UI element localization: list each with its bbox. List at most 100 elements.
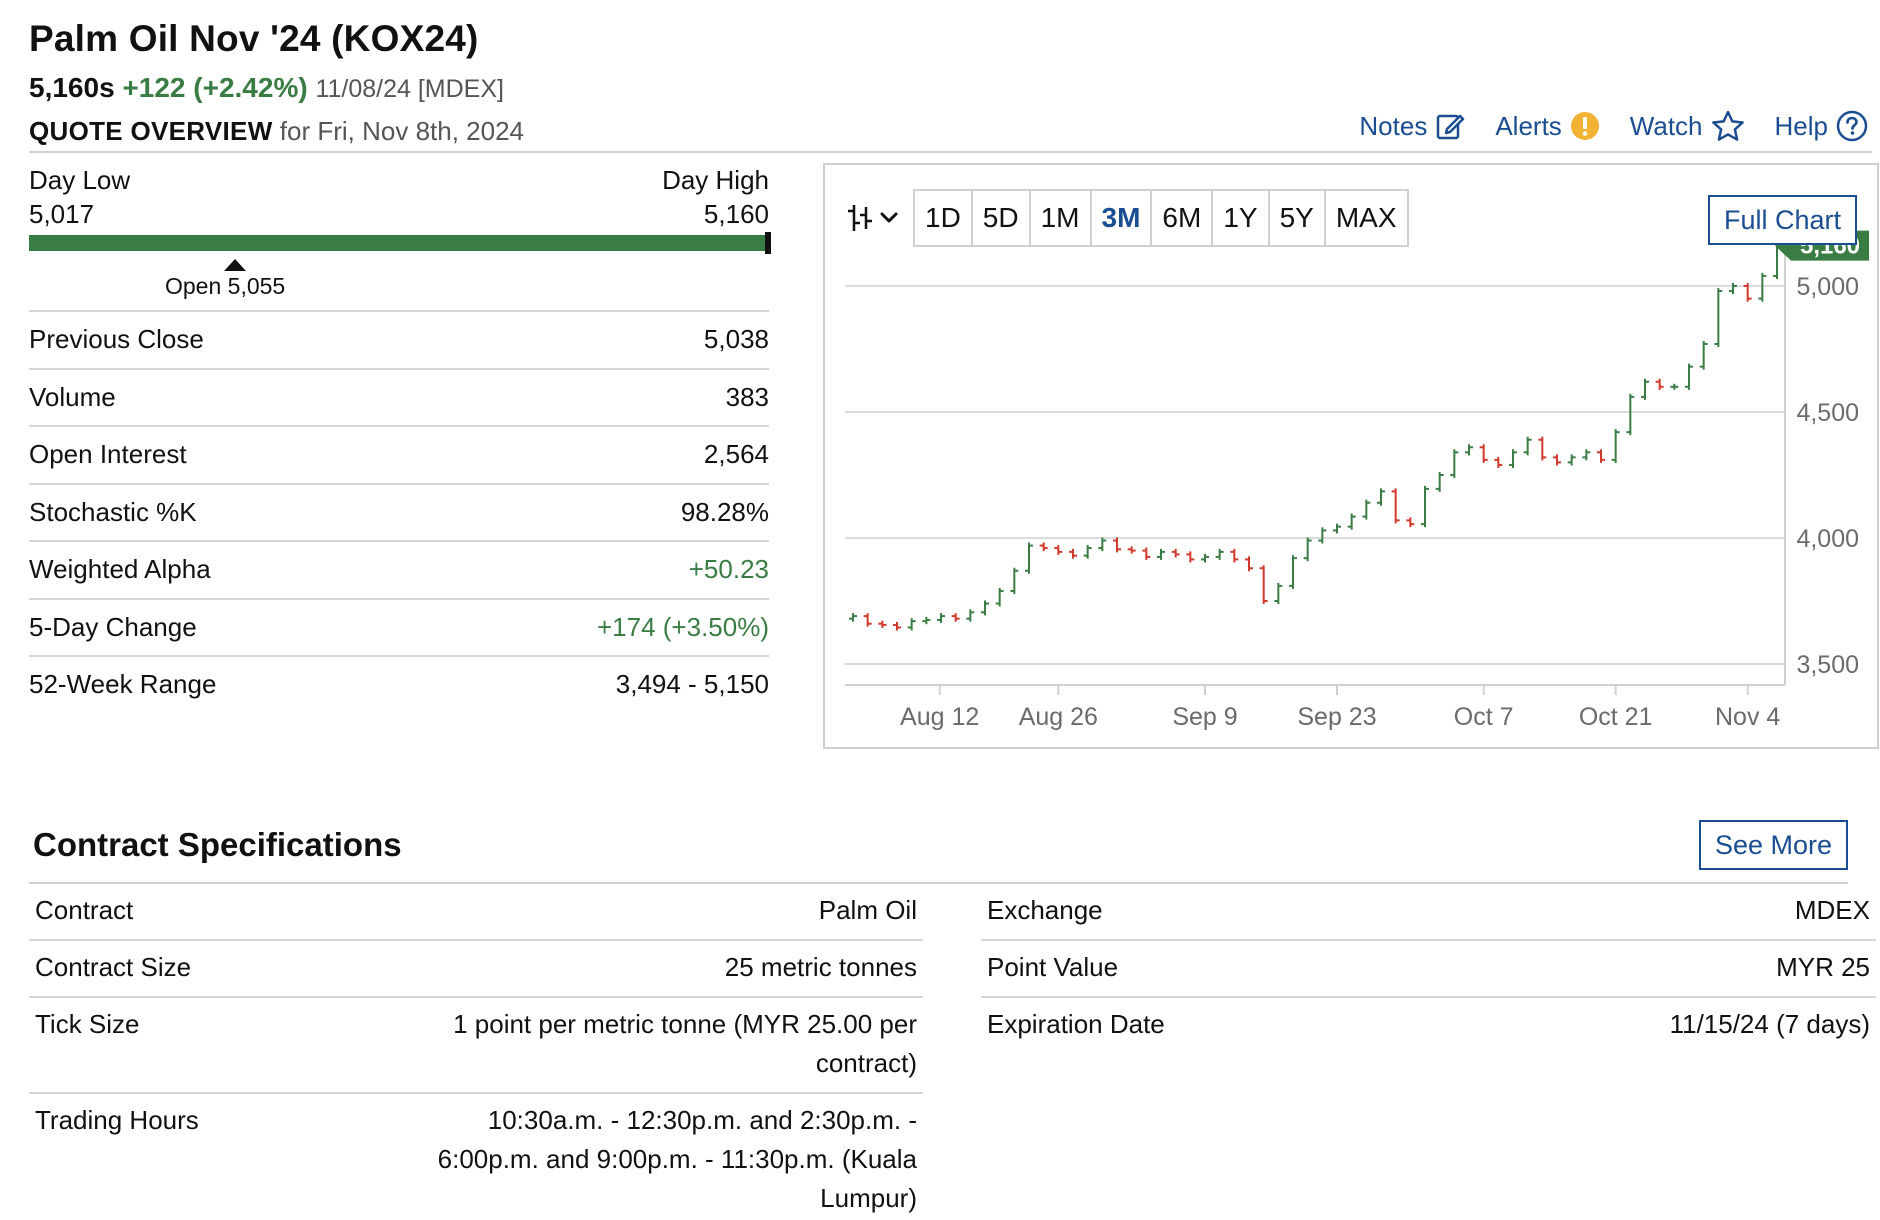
ohlc-bar [1142, 547, 1151, 560]
x-tick-label: Oct 7 [1454, 703, 1514, 731]
ohlc-bar [1597, 449, 1605, 463]
ohlc-bar [1479, 444, 1488, 463]
watch-label: Watch [1629, 110, 1703, 141]
spec-label: Trading Hours [35, 1105, 199, 1135]
spec-label: Expiration Date [987, 1009, 1165, 1039]
ohlc-bar [863, 613, 872, 627]
spec-value: MYR 25 [1776, 952, 1870, 982]
ohlc-bar [1406, 517, 1415, 528]
period-max[interactable]: MAX [1335, 202, 1397, 233]
contract-spec-heading: Contract Specifications [33, 826, 402, 863]
day-high-label: Day High [662, 165, 769, 195]
chevron-down-icon [880, 212, 898, 223]
ohlc-bar [1259, 565, 1268, 605]
spec-label: Contract [35, 895, 134, 925]
period-5y[interactable]: 5Y [1270, 191, 1326, 245]
day-range-bar [29, 232, 771, 254]
ohlc-bar [1289, 555, 1297, 589]
chart-toolbar: 1D 5D 1M 3M 6M 1Y 5Y MAX [845, 189, 1409, 247]
ohlc-bar [1494, 456, 1503, 468]
contract-spec-right: Exchange MDEX Point Value MYR 25 Expirat… [981, 884, 1876, 1053]
contract-spec-left: Contract Palm Oil Contract Size 25 metri… [29, 884, 923, 1220]
open-label: Open 5,055 [165, 273, 286, 299]
help-link[interactable]: Help [1775, 110, 1868, 142]
quote-overview-date: for Fri, Nov 8th, 2024 [279, 116, 525, 146]
ohlc-bar [907, 618, 916, 631]
spec-label: Contract Size [35, 952, 192, 982]
stat-value: +50.23 [688, 554, 769, 585]
stat-row-previous-close: Previous Close 5,038 [29, 310, 769, 368]
spec-row-trading-hours: Trading Hours 10:30a.m. - 12:30p.m. and … [29, 1092, 923, 1220]
ohlc-bar [1641, 378, 1649, 400]
watch-link[interactable]: Watch [1630, 110, 1745, 142]
stat-label: Weighted Alpha [29, 554, 211, 585]
ohlc-bar [1333, 523, 1341, 534]
ohlc-bar [1685, 363, 1693, 390]
ohlc-bar [1626, 393, 1635, 436]
ohlc-bar [1611, 429, 1620, 463]
open-marker-icon [224, 259, 246, 271]
ohlc-bar [1670, 383, 1679, 390]
ohlc-bar [937, 613, 945, 623]
alerts-link[interactable]: Alerts [1495, 111, 1599, 142]
ohlc-bar [1303, 537, 1312, 562]
ohlc-bar [1054, 545, 1063, 555]
period-5d[interactable]: 5D [973, 191, 1031, 245]
period-6m[interactable]: 6M [1152, 191, 1214, 245]
stat-label: Open Interest [29, 439, 187, 470]
ohlc-bar [922, 616, 931, 625]
day-low-value: 5,017 [29, 199, 95, 229]
x-tick-label: Oct 21 [1579, 703, 1653, 731]
ohlc-bar [1171, 548, 1180, 558]
header-divider [29, 151, 1872, 153]
ohlc-bar [1567, 454, 1576, 466]
ohlc-bar [1083, 545, 1092, 559]
ohlc-bar [1553, 454, 1561, 466]
y-tick-label: 3,500 [1796, 651, 1859, 679]
page-title: Palm Oil Nov '24 (KOX24) [29, 18, 479, 59]
period-1m[interactable]: 1M [1031, 191, 1092, 245]
stat-label: Volume [29, 381, 116, 412]
spec-label: Tick Size [35, 1009, 140, 1039]
ohlc-bar [1435, 471, 1444, 492]
price-chart[interactable]: 3,500 4,000 4,500 5,000 Aug 12 Aug 26 Sep 9 Sep… [825, 165, 1877, 747]
spec-value: Palm Oil [818, 895, 917, 925]
stat-row-stochastic: Stochastic %K 98.28% [29, 482, 769, 541]
see-more-button[interactable]: See More [1698, 820, 1848, 870]
ohlc-bar [966, 609, 975, 622]
quote-overview-label: QUOTE OVERVIEW [29, 116, 273, 146]
ohlc-bar [1010, 567, 1019, 594]
stat-row-open-interest: Open Interest 2,564 [29, 425, 769, 483]
ohlc-bar [1347, 513, 1356, 530]
stat-label: Stochastic %K [29, 496, 197, 527]
ohlc-bar [1201, 553, 1209, 563]
ohlc-bar [1039, 542, 1048, 552]
ohlc-bar [1465, 444, 1473, 456]
ohlc-bar [1069, 548, 1077, 559]
x-tick-label: Sep 9 [1172, 703, 1237, 731]
period-3m[interactable]: 3M [1092, 191, 1153, 245]
y-tick-label: 5,000 [1796, 273, 1859, 301]
ohlc-bar [1509, 449, 1517, 468]
ohlc-bar [1127, 546, 1136, 554]
help-label: Help [1774, 110, 1828, 141]
ohlc-bar [1699, 340, 1708, 370]
period-1d[interactable]: 1D [915, 191, 973, 245]
chart-type-button[interactable] [845, 201, 899, 235]
last-price: 5,160s [29, 72, 115, 103]
spec-row-exchange: Exchange MDEX [981, 884, 1876, 939]
period-1y[interactable]: 1Y [1213, 191, 1270, 245]
stat-value: 2,564 [703, 439, 769, 470]
ohlc-bar [1758, 272, 1767, 302]
stat-row-weighted-alpha: Weighted Alpha +50.23 [29, 540, 769, 598]
spec-row-contract-size: Contract Size 25 metric tonnes [29, 939, 923, 996]
stat-value: 3,494 - 5,150 [615, 669, 769, 700]
spec-value: MDEX [1794, 895, 1870, 925]
notes-link[interactable]: Notes [1359, 111, 1465, 142]
ohlc-bar [1538, 436, 1547, 461]
quote-overview-heading: QUOTE OVERVIEW for Fri, Nov 8th, 2024 [29, 116, 524, 147]
spec-row-tick-size: Tick Size 1 point per metric tonne (MYR … [29, 996, 923, 1092]
stat-value: +174 (+3.50%) [596, 611, 769, 642]
ohlc-bar [1714, 288, 1723, 347]
full-chart-button[interactable]: Full Chart [1707, 195, 1857, 245]
